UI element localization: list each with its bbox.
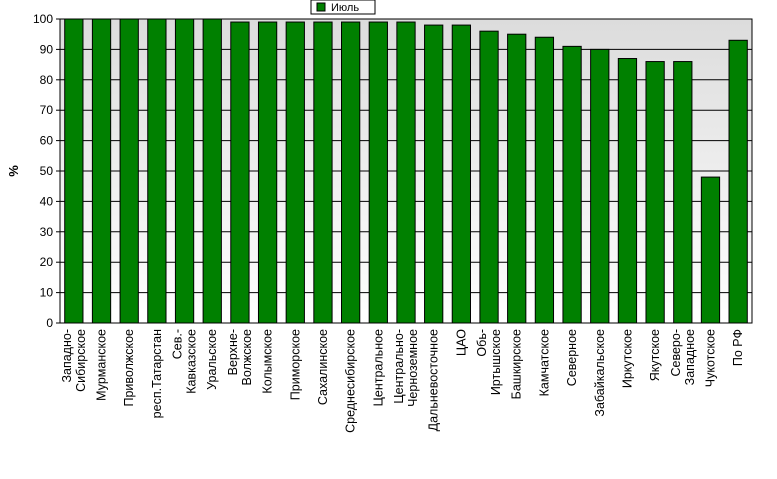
x-tick-label: Среднесибирское <box>344 329 358 433</box>
bar[interactable] <box>230 21 250 324</box>
y-tick-label: 100 <box>33 12 53 26</box>
x-tick-label: Черноземное <box>406 329 420 407</box>
x-tick-label: Иртышское <box>489 329 503 395</box>
y-tick-label: 40 <box>40 194 54 208</box>
y-tick-label: 80 <box>40 73 54 87</box>
bar[interactable] <box>64 18 84 324</box>
bar[interactable] <box>562 45 582 324</box>
x-tick-label: Обь- <box>475 329 489 357</box>
x-tick-label: Якутское <box>648 329 662 381</box>
bar[interactable] <box>534 36 555 324</box>
y-tick-label: 90 <box>40 42 54 56</box>
x-tick-label: Приволжское <box>122 329 136 407</box>
bar[interactable] <box>341 21 361 324</box>
x-tick-label: респ.Татарстан <box>150 329 164 418</box>
x-tick-label: ЦАО <box>454 329 468 356</box>
y-axis: 0 10 20 30 40 50 60 70 80 90 100 <box>33 12 60 330</box>
x-tick-label: Северное <box>565 329 579 386</box>
bar[interactable] <box>479 30 499 324</box>
x-tick-label: Верхне- <box>226 329 240 375</box>
x-tick-label: Дальневосточное <box>427 329 441 431</box>
x-tick-label: Уральское <box>205 329 219 390</box>
bar[interactable] <box>700 176 721 324</box>
x-tick-label: Иркутское <box>620 329 634 388</box>
x-tick-label: Кавказское <box>185 329 199 394</box>
legend-swatch <box>316 2 326 12</box>
bar[interactable] <box>396 21 416 324</box>
x-tick-label: Сев.- <box>171 329 185 359</box>
bar[interactable] <box>313 21 333 324</box>
y-tick-label: 20 <box>40 255 54 269</box>
x-tick-label: По РФ <box>731 329 745 366</box>
y-tick-label: 10 <box>40 286 54 300</box>
x-tick-label: Волжское <box>240 329 254 385</box>
bar[interactable] <box>147 18 167 324</box>
x-tick-label: Северо- <box>669 329 683 377</box>
bar[interactable] <box>257 21 278 324</box>
x-tick-label: Центрально- <box>392 329 406 404</box>
x-axis: Западно- Сибирское Мурманское Приволжское ре… <box>60 329 745 433</box>
x-tick-label: Приморское <box>288 329 302 400</box>
y-axis-label: % <box>6 165 21 177</box>
x-tick-label: Центральное <box>371 329 385 406</box>
bar[interactable] <box>673 61 693 324</box>
x-tick-label: Западное <box>683 329 697 385</box>
bar[interactable] <box>424 24 444 324</box>
bar[interactable] <box>451 24 471 324</box>
bar[interactable] <box>119 18 139 324</box>
x-tick-label: Чукотское <box>703 329 717 387</box>
legend-box <box>310 0 376 15</box>
bar[interactable] <box>202 18 222 324</box>
bar[interactable] <box>645 61 665 324</box>
x-tick-label: Камчатское <box>537 329 551 396</box>
x-tick-label: Западно- <box>60 329 74 383</box>
bar[interactable] <box>174 18 195 324</box>
bar[interactable] <box>285 21 305 324</box>
bars <box>64 18 748 324</box>
legend[interactable]: Июль <box>310 0 376 15</box>
x-tick-label: Сибирское <box>74 329 88 392</box>
bar[interactable] <box>617 58 638 324</box>
y-tick-label: 30 <box>40 225 54 239</box>
x-tick-label: Башкирское <box>510 329 524 399</box>
bar[interactable] <box>91 18 112 324</box>
y-tick-label: 70 <box>40 103 54 117</box>
legend-label: Июль <box>331 2 359 14</box>
x-tick-label: Забайкальское <box>593 329 607 417</box>
y-tick-label: 50 <box>40 164 54 178</box>
bar[interactable] <box>368 21 388 324</box>
x-tick-label: Мурманское <box>95 329 109 401</box>
bar[interactable] <box>507 33 527 324</box>
y-tick-label: 60 <box>40 134 54 148</box>
x-tick-label: Сахалинское <box>316 329 330 405</box>
x-tick-label: Колымское <box>261 329 275 394</box>
bar[interactable] <box>590 48 610 324</box>
y-tick-label: 0 <box>46 316 53 330</box>
bar[interactable] <box>728 39 748 324</box>
